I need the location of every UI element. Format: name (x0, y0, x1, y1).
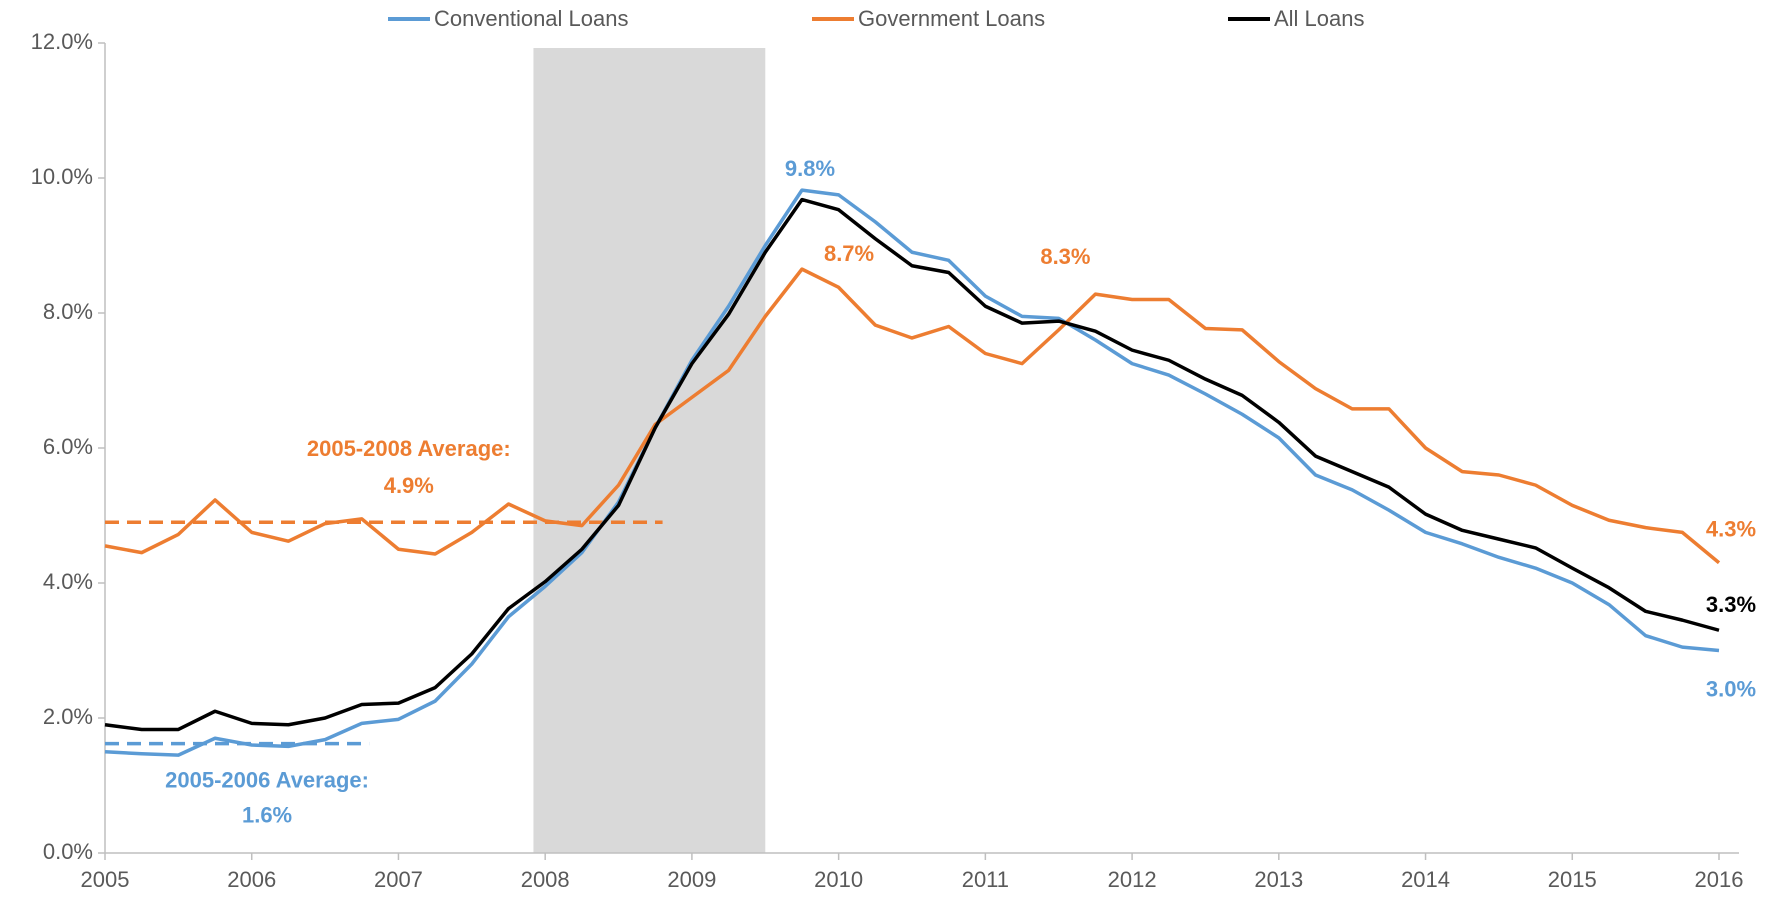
x-tick-label: 2015 (1548, 867, 1597, 892)
series-line (104, 188, 1720, 757)
y-tick-label: 6.0% (43, 434, 93, 459)
x-tick-label: 2007 (374, 867, 423, 892)
x-tick-label: 2009 (667, 867, 716, 892)
x-tick-label: 2012 (1108, 867, 1157, 892)
series-line (104, 197, 1720, 732)
x-tick-label: 2006 (227, 867, 276, 892)
data-label: 3.3% (1706, 592, 1756, 617)
legend-label: Conventional Loans (434, 6, 628, 31)
y-tick-label: 10.0% (31, 164, 93, 189)
data-label: 4.3% (1706, 517, 1756, 542)
x-tick-label: 2016 (1695, 867, 1744, 892)
average-value-label: 4.9% (384, 473, 434, 498)
series-line (104, 267, 1721, 565)
legend-label: Government Loans (858, 6, 1045, 31)
average-label: 2005-2006 Average: (165, 767, 369, 792)
recession-shade (533, 48, 766, 853)
x-tick-label: 2011 (962, 867, 1009, 892)
y-tick-label: 0.0% (43, 839, 93, 864)
data-label: 9.8% (785, 156, 835, 181)
average-label: 2005-2008 Average: (307, 436, 511, 461)
x-tick-label: 2005 (81, 867, 130, 892)
legend-label: All Loans (1274, 6, 1365, 31)
data-label: 8.3% (1040, 244, 1090, 269)
data-label: 3.0% (1706, 676, 1756, 701)
x-tick-label: 2014 (1401, 867, 1450, 892)
y-tick-label: 2.0% (43, 704, 93, 729)
x-tick-label: 2013 (1254, 867, 1303, 892)
average-value-label: 1.6% (242, 802, 292, 827)
data-label: 8.7% (824, 241, 874, 266)
y-tick-label: 12.0% (31, 29, 93, 54)
x-tick-label: 2010 (814, 867, 863, 892)
y-tick-label: 8.0% (43, 299, 93, 324)
y-tick-label: 4.0% (43, 569, 93, 594)
x-tick-label: 2008 (521, 867, 570, 892)
